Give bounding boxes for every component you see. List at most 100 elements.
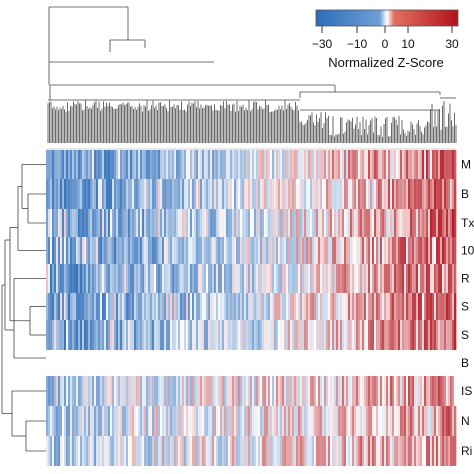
heatmap-cell	[118, 376, 121, 406]
heatmap-cell	[142, 237, 145, 264]
heatmap-cell	[142, 179, 145, 209]
heatmap-cell	[92, 320, 95, 350]
heatmap-cell	[186, 150, 189, 179]
heatmap-cell	[254, 320, 257, 350]
heatmap-cell	[334, 320, 337, 350]
heatmap-cell	[354, 436, 357, 466]
heatmap-cell	[88, 376, 91, 406]
heatmap-cell	[214, 293, 217, 320]
heatmap-cell	[50, 406, 53, 436]
heatmap-cell	[172, 179, 175, 209]
heatmap-cell	[258, 264, 261, 293]
heatmap-cell	[170, 293, 173, 320]
heatmap-cell	[192, 293, 195, 320]
heatmap-cell	[80, 406, 83, 436]
heatmap-cell	[198, 406, 201, 436]
heatmap-cell	[366, 150, 369, 179]
heatmap-cell	[228, 293, 231, 320]
heatmap-cell	[406, 406, 409, 436]
heatmap-cell	[230, 179, 233, 209]
heatmap-cell	[330, 150, 333, 179]
heatmap-cell	[132, 264, 135, 293]
heatmap-cell	[418, 406, 421, 436]
heatmap-cell	[446, 293, 449, 320]
heatmap-cell	[388, 150, 391, 179]
heatmap-cell	[142, 376, 145, 406]
heatmap-cell	[168, 237, 171, 264]
heatmap-cell	[132, 150, 135, 179]
heatmap-cell	[292, 293, 295, 320]
heatmap-cell	[188, 237, 191, 264]
heatmap-cell	[338, 179, 341, 209]
heatmap-cell	[274, 436, 277, 466]
heatmap-cell	[316, 320, 319, 350]
heatmap-cell	[176, 150, 179, 179]
heatmap-cell	[154, 264, 157, 293]
heatmap-cell	[268, 179, 271, 209]
heatmap-cell	[94, 150, 97, 179]
heatmap-cell	[138, 406, 141, 436]
heatmap-cell	[378, 406, 381, 436]
heatmap-cell	[266, 237, 269, 264]
heatmap-cell	[146, 406, 149, 436]
heatmap-cell	[186, 264, 189, 293]
heatmap-cell	[152, 237, 155, 264]
heatmap-cell	[330, 179, 333, 209]
heatmap-cell	[276, 293, 279, 320]
heatmap-cell	[308, 209, 311, 237]
heatmap-cell	[408, 406, 411, 436]
heatmap-cell	[436, 264, 439, 293]
heatmap-cell	[428, 436, 431, 466]
heatmap-cell	[88, 179, 91, 209]
heatmap-cell	[100, 264, 103, 293]
heatmap-cell	[116, 293, 119, 320]
heatmap-cell	[136, 406, 139, 436]
heatmap-cell	[324, 150, 327, 179]
heatmap-cell	[446, 237, 449, 264]
heatmap-cell	[366, 264, 369, 293]
heatmap-cell	[356, 376, 359, 406]
heatmap-cell	[184, 293, 187, 320]
heatmap-cell	[368, 436, 371, 466]
heatmap-cell	[148, 320, 151, 350]
heatmap-cell	[416, 320, 419, 350]
heatmap-cell	[148, 150, 151, 179]
heatmap-cell	[316, 406, 319, 436]
heatmap-cell	[268, 406, 271, 436]
heatmap-cell	[190, 179, 193, 209]
heatmap-cell	[380, 293, 383, 320]
heatmap-cell	[216, 436, 219, 466]
heatmap-cell	[110, 293, 113, 320]
heatmap-cell	[152, 436, 155, 466]
heatmap-cell	[342, 150, 345, 179]
heatmap-cell	[368, 376, 371, 406]
heatmap-cell	[80, 150, 83, 179]
heatmap-cell	[254, 406, 257, 436]
heatmap-cell	[68, 264, 71, 293]
heatmap-cell	[160, 293, 163, 320]
heatmap-cell	[228, 264, 231, 293]
heatmap-cell	[92, 264, 95, 293]
heatmap-cell	[428, 320, 431, 350]
heatmap-cell	[250, 150, 253, 179]
heatmap-cell	[412, 436, 415, 466]
heatmap-cell	[362, 406, 365, 436]
heatmap-cell	[280, 264, 283, 293]
heatmap-cell	[448, 209, 451, 237]
heatmap-cell	[344, 179, 347, 209]
heatmap-cell	[202, 376, 205, 406]
heatmap-cell	[332, 376, 335, 406]
heatmap-cell	[368, 209, 371, 237]
heatmap-cell	[150, 209, 153, 237]
heatmap-cell	[196, 150, 199, 179]
heatmap-cell	[172, 209, 175, 237]
heatmap-cell	[140, 150, 143, 179]
heatmap-cell	[326, 209, 329, 237]
heatmap-cell	[416, 179, 419, 209]
heatmap-cell	[282, 293, 285, 320]
heatmap-cell	[302, 179, 305, 209]
heatmap-cell	[54, 209, 57, 237]
heatmap-cell	[74, 264, 77, 293]
heatmap-cell	[58, 150, 61, 179]
heatmap-cell	[178, 179, 181, 209]
